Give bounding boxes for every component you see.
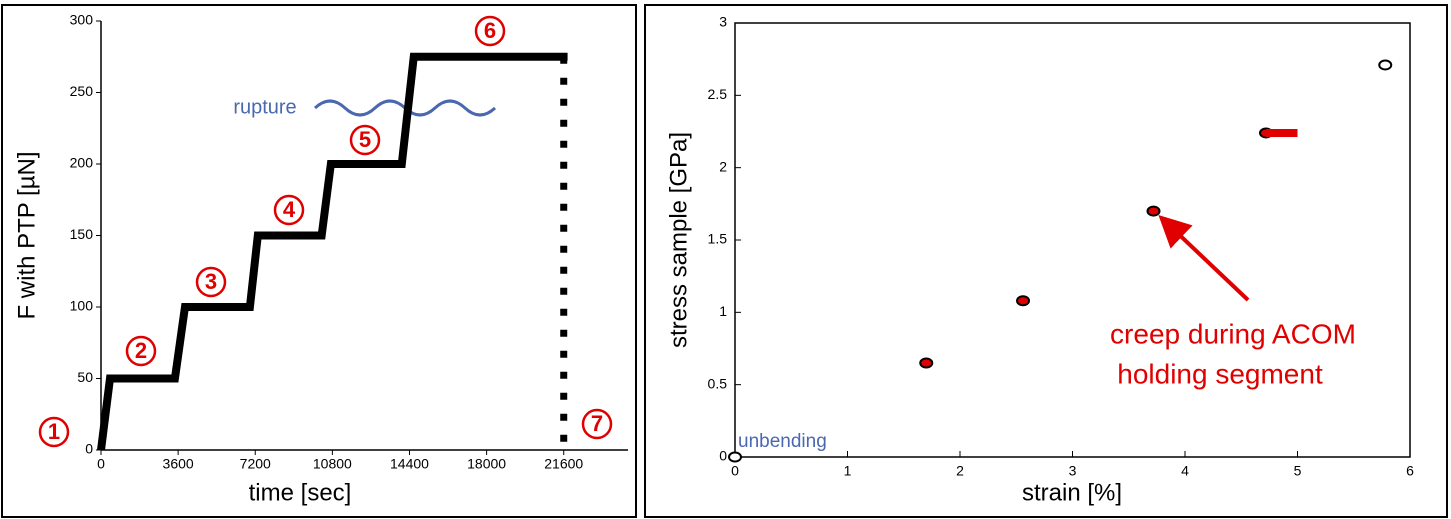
x-axis-label: time [sec] bbox=[249, 479, 352, 506]
step-circle bbox=[38, 416, 70, 448]
y-tick-label: 50 bbox=[77, 369, 93, 385]
panel-frame bbox=[644, 4, 1448, 518]
y-tick-label: 1 bbox=[719, 303, 727, 319]
step-number: 7 bbox=[591, 411, 603, 436]
point bbox=[1378, 59, 1393, 71]
x-tick-label: 6 bbox=[1406, 463, 1414, 479]
x-tick-label: 3 bbox=[1069, 463, 1077, 479]
x-tick-label: 0 bbox=[731, 463, 739, 479]
y-axis-label: stress sample [GPa] bbox=[665, 132, 692, 348]
plot-frame bbox=[734, 22, 1411, 458]
y-tick-label: 0 bbox=[85, 441, 93, 457]
arrow bbox=[1158, 214, 1250, 302]
y-axis-label: F with PTP [µN] bbox=[13, 151, 40, 319]
x-tick-label: 5 bbox=[1294, 463, 1302, 479]
y-tick-label: 250 bbox=[70, 83, 94, 99]
y-tick-label: 0 bbox=[719, 448, 727, 464]
y-tick-label: 150 bbox=[70, 226, 94, 242]
step-number: 6 bbox=[484, 18, 496, 43]
step-circle bbox=[474, 15, 506, 47]
x-tick-label: 2 bbox=[956, 463, 964, 479]
y-tick-label: 3 bbox=[719, 14, 727, 30]
x-tick-label: 21600 bbox=[544, 456, 583, 472]
annotation: creep during ACOM bbox=[1110, 318, 1356, 349]
y-tick-label: 300 bbox=[70, 12, 94, 28]
x-tick-label: 10800 bbox=[313, 456, 352, 472]
step-number: 5 bbox=[359, 127, 371, 152]
point bbox=[1146, 205, 1161, 217]
y-tick-label: 2 bbox=[719, 158, 727, 174]
x-tick-label: 18000 bbox=[467, 456, 506, 472]
annotation: unbending bbox=[738, 431, 827, 452]
x-tick-label: 4 bbox=[1181, 463, 1189, 479]
annotation: rupture bbox=[233, 96, 296, 118]
step-circle bbox=[125, 335, 157, 367]
x-tick-label: 7200 bbox=[240, 456, 271, 472]
x-tick-label: 1 bbox=[844, 463, 852, 479]
x-tick-label: 14400 bbox=[390, 456, 429, 472]
y-tick-label: 0.5 bbox=[708, 375, 728, 391]
panel-frame bbox=[1, 4, 637, 518]
y-tick-label: 2.5 bbox=[708, 86, 728, 102]
y-tick-label: 100 bbox=[70, 298, 94, 314]
step-circle bbox=[273, 194, 305, 226]
x-tick-label: 3600 bbox=[163, 456, 194, 472]
step-circle bbox=[349, 124, 381, 156]
y-tick-label: 1.5 bbox=[708, 231, 728, 247]
step-number: 2 bbox=[135, 338, 147, 363]
step-number: 4 bbox=[283, 197, 296, 222]
step-circle bbox=[195, 266, 227, 298]
annotation: holding segment bbox=[1117, 358, 1323, 389]
step-circle bbox=[581, 408, 613, 440]
x-axis-label: strain [%] bbox=[1022, 479, 1122, 506]
point bbox=[919, 357, 934, 369]
line-series bbox=[97, 52, 568, 451]
point bbox=[1016, 295, 1030, 307]
y-tick-label: 200 bbox=[70, 155, 94, 171]
point bbox=[728, 451, 742, 463]
x-tick-label: 0 bbox=[97, 456, 105, 472]
step-number: 3 bbox=[205, 269, 217, 294]
step-number: 1 bbox=[48, 419, 60, 444]
